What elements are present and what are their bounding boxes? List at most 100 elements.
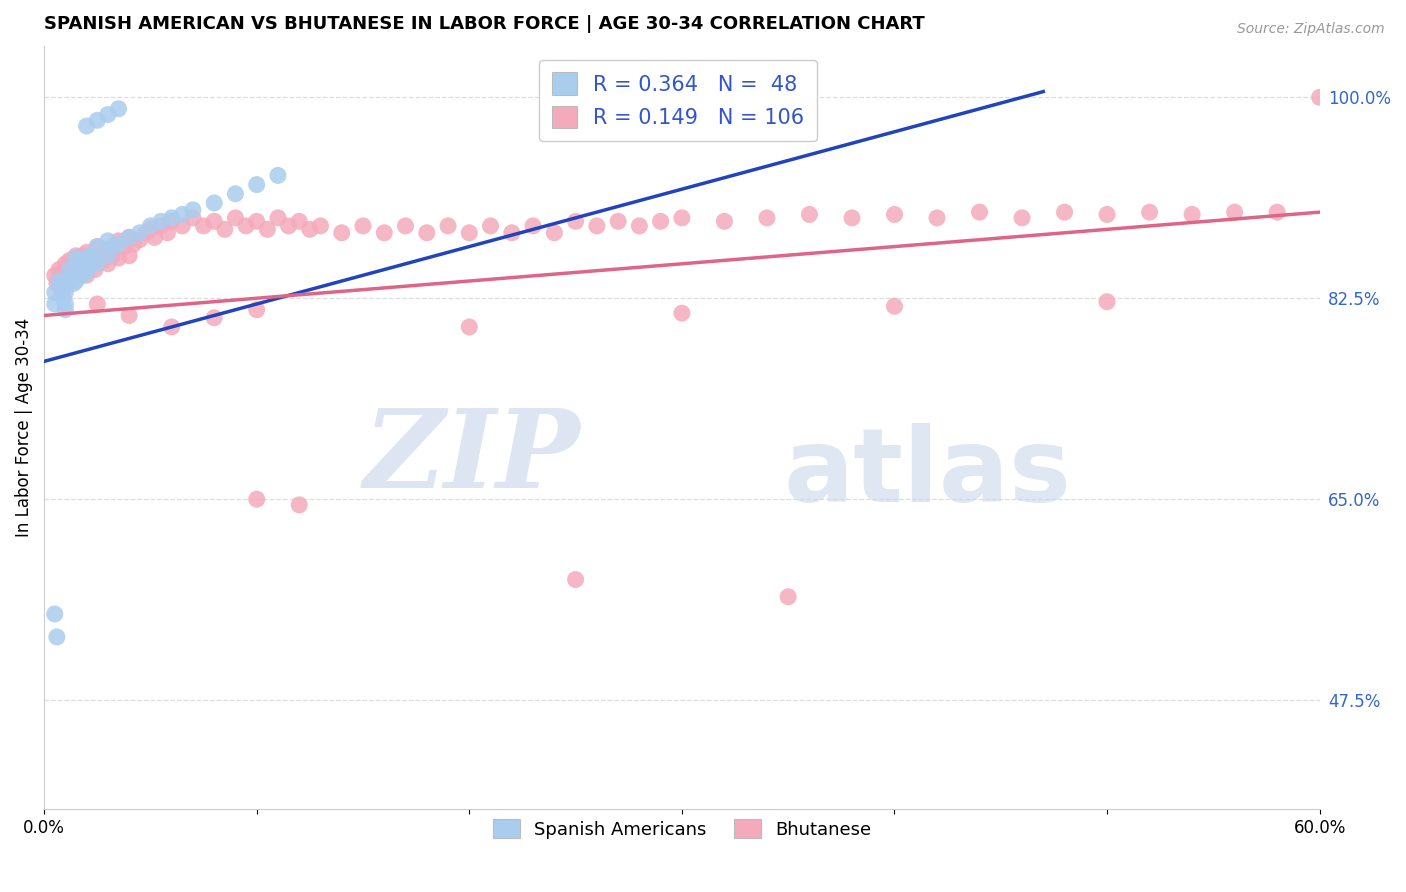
Point	[479, 219, 502, 233]
Point	[288, 498, 311, 512]
Point	[65, 260, 87, 275]
Point	[59, 262, 82, 277]
Point	[543, 226, 565, 240]
Point	[86, 257, 108, 271]
Point	[564, 214, 586, 228]
Point	[53, 302, 76, 317]
Point	[76, 245, 98, 260]
Point	[97, 249, 120, 263]
Point	[150, 219, 173, 233]
Point	[101, 249, 124, 263]
Point	[128, 233, 150, 247]
Point	[458, 320, 481, 334]
Point	[73, 257, 96, 271]
Text: SPANISH AMERICAN VS BHUTANESE IN LABOR FORCE | AGE 30-34 CORRELATION CHART: SPANISH AMERICAN VS BHUTANESE IN LABOR F…	[44, 15, 925, 33]
Point	[118, 249, 141, 263]
Point	[224, 186, 246, 201]
Point	[671, 211, 693, 225]
Point	[671, 306, 693, 320]
Point	[298, 222, 321, 236]
Point	[107, 234, 129, 248]
Point	[65, 249, 87, 263]
Point	[97, 234, 120, 248]
Point	[522, 219, 544, 233]
Point	[101, 239, 124, 253]
Point	[53, 274, 76, 288]
Point	[1181, 207, 1204, 221]
Point	[202, 196, 225, 211]
Point	[437, 219, 460, 233]
Point	[84, 262, 107, 277]
Point	[330, 226, 353, 240]
Point	[97, 107, 120, 121]
Point	[778, 590, 800, 604]
Point	[65, 274, 87, 288]
Point	[63, 266, 86, 280]
Point	[69, 265, 91, 279]
Point	[181, 202, 204, 217]
Point	[114, 239, 136, 253]
Point	[235, 219, 257, 233]
Point	[86, 113, 108, 128]
Point	[48, 262, 70, 277]
Point	[1011, 211, 1033, 225]
Point	[1223, 205, 1246, 219]
Point	[53, 257, 76, 271]
Text: ZIP: ZIP	[363, 404, 579, 512]
Point	[969, 205, 991, 219]
Point	[1139, 205, 1161, 219]
Point	[49, 271, 72, 285]
Point	[214, 222, 236, 236]
Point	[628, 219, 651, 233]
Point	[246, 178, 269, 192]
Point	[52, 291, 75, 305]
Point	[59, 274, 82, 288]
Point	[160, 320, 183, 334]
Point	[80, 249, 103, 263]
Point	[118, 309, 141, 323]
Point	[224, 211, 246, 225]
Point	[172, 207, 194, 221]
Point	[118, 230, 141, 244]
Point	[65, 251, 87, 265]
Point	[80, 249, 103, 263]
Point	[352, 219, 374, 233]
Point	[44, 607, 66, 621]
Point	[44, 297, 66, 311]
Point	[143, 230, 166, 244]
Point	[841, 211, 863, 225]
Point	[56, 262, 79, 277]
Point	[48, 274, 70, 288]
Point	[72, 253, 94, 268]
Point	[60, 259, 83, 273]
Point	[59, 265, 82, 279]
Point	[49, 283, 72, 297]
Point	[564, 573, 586, 587]
Point	[288, 214, 311, 228]
Point	[45, 277, 67, 291]
Point	[63, 277, 86, 291]
Point	[309, 219, 332, 233]
Point	[97, 242, 120, 256]
Point	[755, 211, 778, 225]
Point	[53, 297, 76, 311]
Point	[246, 214, 269, 228]
Point	[52, 265, 75, 279]
Point	[82, 255, 104, 269]
Point	[107, 251, 129, 265]
Point	[67, 253, 90, 268]
Point	[883, 207, 905, 221]
Point	[202, 214, 225, 228]
Point	[53, 285, 76, 300]
Point	[267, 169, 290, 183]
Point	[53, 279, 76, 293]
Point	[82, 254, 104, 268]
Point	[97, 257, 120, 271]
Point	[53, 268, 76, 283]
Point	[586, 219, 609, 233]
Point	[1265, 205, 1288, 219]
Text: atlas: atlas	[785, 423, 1071, 524]
Point	[925, 211, 948, 225]
Point	[86, 253, 108, 268]
Point	[256, 222, 278, 236]
